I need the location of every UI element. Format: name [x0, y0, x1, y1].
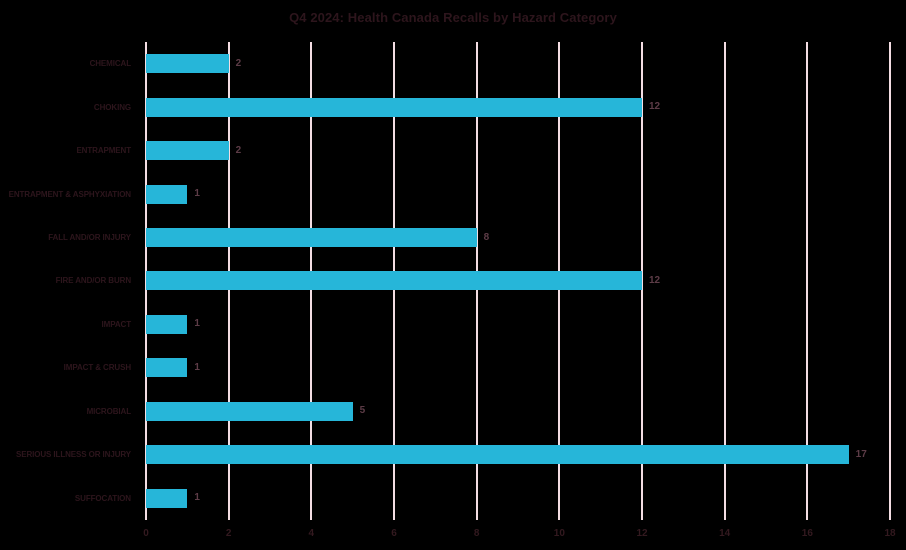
- x-tick-label: 8: [473, 528, 480, 539]
- bar: [146, 314, 188, 334]
- category-label: MICROBIAL: [86, 406, 132, 416]
- bar-row: 5: [146, 390, 890, 433]
- x-tick-label: 0: [143, 528, 149, 539]
- x-tick-label: 6: [391, 528, 397, 539]
- x-tick-label: 12: [636, 528, 648, 539]
- bar-row: 1: [146, 346, 890, 389]
- bar-value-label: 5: [359, 405, 366, 417]
- category-label: ENTRAPMENT & ASPHYXIATION: [8, 189, 132, 199]
- gridline: [806, 42, 809, 520]
- x-axis-tick-labels: 0 2 4 6 8 10 12 14 16 18: [143, 526, 895, 544]
- category-label: SUFFOCATION: [74, 493, 131, 503]
- category-label: IMPACT: [101, 319, 132, 329]
- bar-value-label: 1: [194, 361, 200, 373]
- bar: [146, 445, 849, 465]
- bar-row: 2: [146, 129, 890, 172]
- x-tick-label: 10: [553, 528, 565, 539]
- x-tick-label: 2: [225, 528, 232, 539]
- bar-value-label: 17: [855, 448, 867, 460]
- x-tick-label: 4: [308, 528, 315, 539]
- bar-row: 17: [146, 433, 890, 476]
- bar-row: 8: [146, 216, 890, 259]
- chart-title: Q4 2024: Health Canada Recalls by Hazard…: [289, 10, 617, 25]
- gridline: [641, 42, 643, 520]
- bar-row: 2: [146, 42, 890, 85]
- plot-area: 2 12 2 1 8 12 1 1 5 17 1: [145, 42, 891, 520]
- category-label: ENTRAPMENT: [76, 146, 131, 156]
- bar: [146, 358, 188, 378]
- x-tick-label: 16: [801, 528, 813, 539]
- bar-value-label: 8: [483, 231, 490, 243]
- bar-value-label: 2: [235, 144, 242, 156]
- x-tick-label: 18: [884, 528, 896, 539]
- category-label: IMPACT & CRUSH: [63, 363, 131, 373]
- bar-value-label: 12: [649, 101, 661, 113]
- bar: [146, 488, 188, 508]
- bar-value-label: 12: [649, 274, 661, 286]
- bar-value-label: 1: [194, 492, 200, 504]
- category-label: CHOKING: [93, 102, 131, 112]
- bar-row: 1: [146, 477, 890, 520]
- bar-rows: 2 12 2 1 8 12 1 1 5 17 1: [146, 42, 890, 520]
- gridline: [889, 42, 891, 520]
- bar: [146, 271, 642, 291]
- bar: [146, 401, 353, 421]
- bar-row: 1: [146, 172, 890, 215]
- bar-value-label: 1: [194, 188, 200, 200]
- category-label: CHEMICAL: [89, 59, 132, 69]
- bar-value-label: 1: [194, 318, 200, 330]
- bar-row: 12: [146, 85, 890, 128]
- category-label: FALL AND/OR INJURY: [48, 233, 131, 243]
- y-axis-category-labels: CHEMICAL CHOKING ENTRAPMENT ENTRAPMENT & AS…: [0, 42, 140, 520]
- bar: [146, 184, 188, 204]
- bar: [146, 54, 229, 74]
- category-label: FIRE AND/OR BURN: [55, 276, 132, 286]
- bar-row: 12: [146, 259, 890, 302]
- bar: [146, 97, 642, 117]
- bar: [146, 228, 477, 248]
- bar: [146, 141, 229, 161]
- x-tick-label: 14: [719, 528, 731, 539]
- bar-value-label: 2: [235, 57, 242, 69]
- bar-row: 1: [146, 303, 890, 346]
- category-label: SERIOUS ILLNESS OR INJURY: [15, 450, 131, 460]
- gridline: [723, 42, 726, 520]
